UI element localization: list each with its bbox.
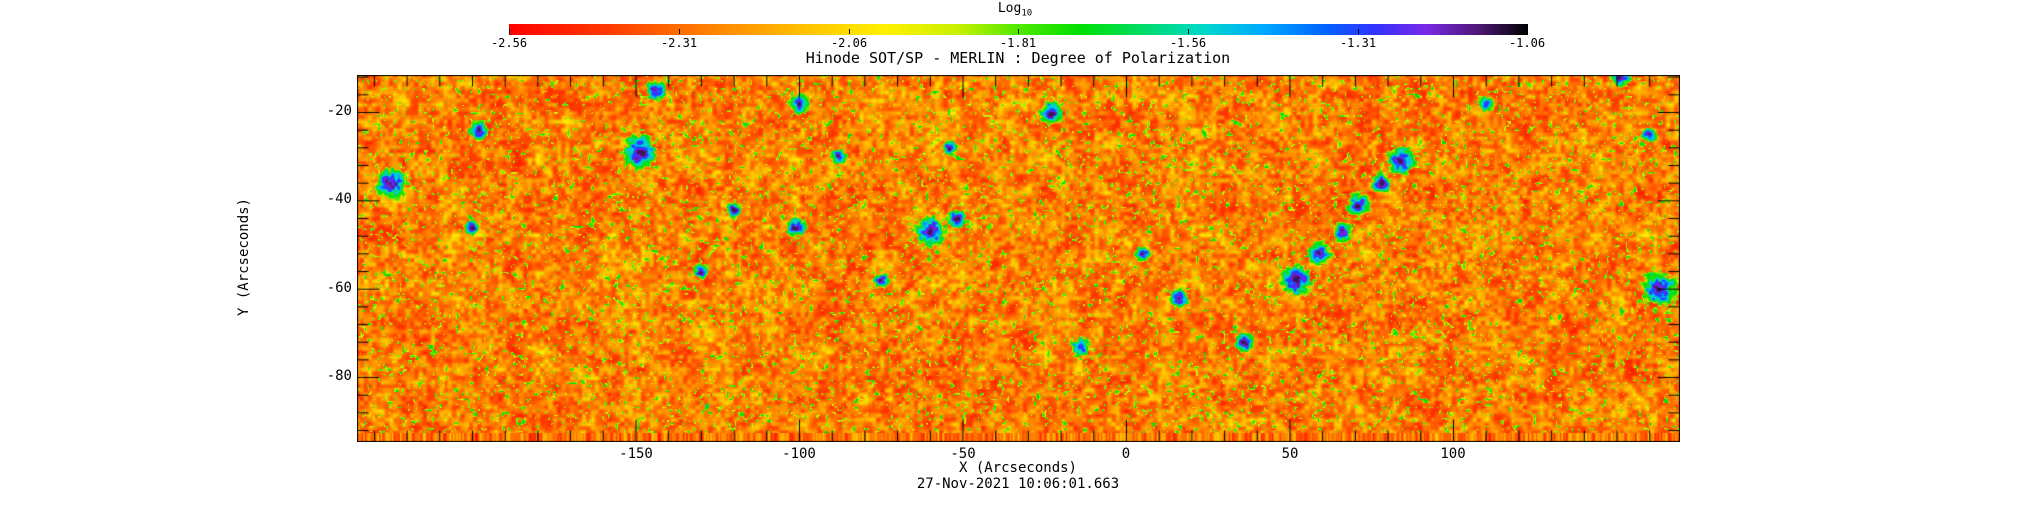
x-tick-label: -100 <box>782 446 816 462</box>
colorbar-tick-label: -1.31 <box>1339 36 1377 50</box>
page-title: Hinode SOT/SP - MERLIN : Degree of Polar… <box>805 49 1231 67</box>
y-tick-label: -60 <box>326 280 352 296</box>
colorbar-tick-label: -1.06 <box>1508 36 1546 50</box>
colorbar-tick-label: -2.31 <box>660 36 698 50</box>
polarization-map <box>357 75 1680 442</box>
colorbar-title-sub: 10 <box>1021 8 1033 19</box>
timestamp: 27-Nov-2021 10:06:01.663 <box>916 476 1120 492</box>
x-axis-title: X (Arcseconds) <box>958 460 1077 476</box>
colorbar-tick-mark <box>1527 29 1528 34</box>
colorbar-tick-label: -1.81 <box>999 36 1037 50</box>
x-tick-label: 0 <box>1121 446 1131 462</box>
x-tick-label: 100 <box>1440 446 1466 462</box>
colorbar-tick-mark <box>1188 29 1189 34</box>
colorbar-tick-label: -2.56 <box>490 36 528 50</box>
colorbar-tick-mark <box>1018 29 1019 34</box>
colorbar-tick-mark <box>509 29 510 34</box>
y-tick-label: -40 <box>326 191 352 207</box>
x-tick-label: 50 <box>1281 446 1299 462</box>
y-tick-label: -80 <box>326 368 352 384</box>
colorbar-title-main: Log <box>997 1 1022 16</box>
x-tick-label: -50 <box>950 446 976 462</box>
y-tick-label: -20 <box>326 103 352 119</box>
colorbar-title: Log10 <box>915 1 1115 19</box>
colorbar-tick-mark <box>1358 29 1359 34</box>
colorbar-tick-label: -2.06 <box>830 36 868 50</box>
y-axis-title: Y (Arcseconds) <box>236 198 252 317</box>
x-tick-label: -150 <box>619 446 653 462</box>
colorbar-tick-label: -1.56 <box>1169 36 1207 50</box>
colorbar-tick-mark <box>679 29 680 34</box>
colorbar-tick-mark <box>849 29 850 34</box>
